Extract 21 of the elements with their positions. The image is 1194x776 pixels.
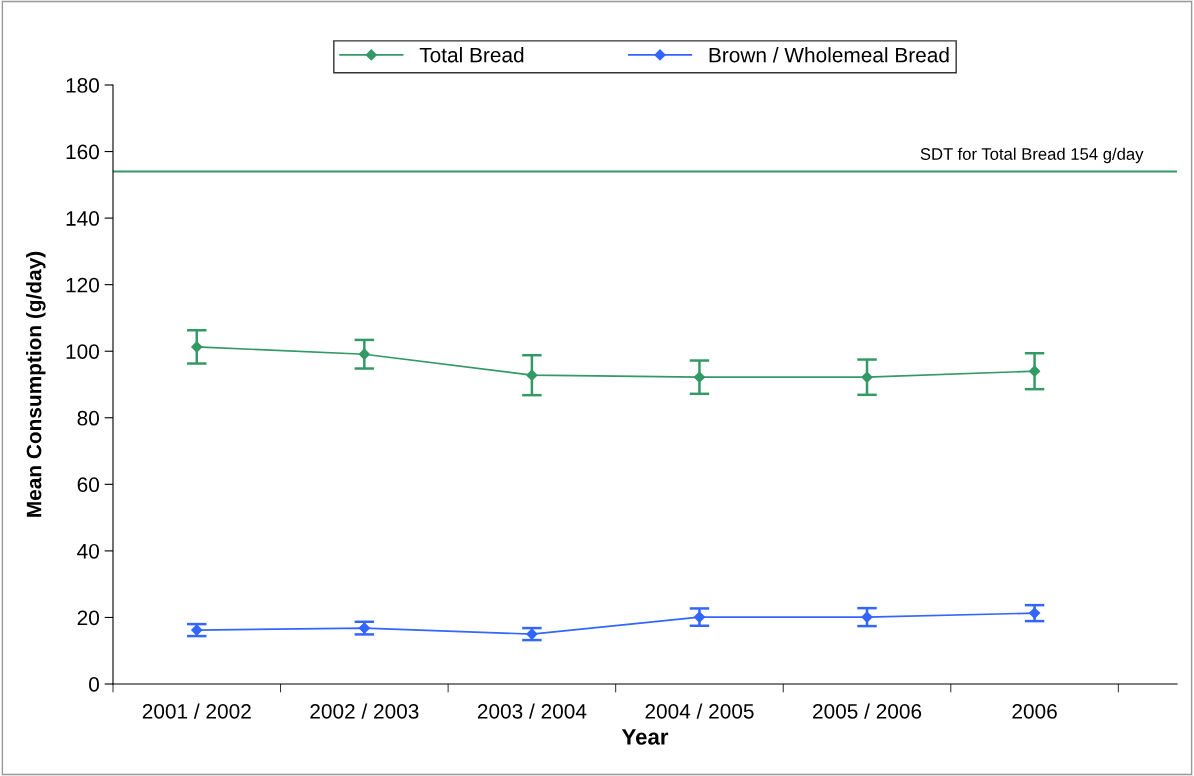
x-tick-label: 2004 / 2005: [645, 703, 754, 719]
x-tick-label: 2006: [1012, 703, 1057, 719]
y-axis-title: Mean Consumption (g/day): [26, 251, 46, 517]
y-tick-label: 180: [66, 78, 99, 93]
y-tick-label: 40: [77, 543, 99, 559]
legend-label: Brown / Wholemeal Bread: [709, 47, 949, 63]
y-tick-label: 140: [66, 211, 99, 226]
y-tick-label: 60: [77, 477, 99, 493]
y-tick-label: 0: [89, 677, 99, 692]
x-tick-label: 2001 / 2002: [142, 703, 251, 719]
ref-line-label: SDT for Total Bread 154 g/day: [920, 147, 1144, 164]
x-tick-label: 2002 / 2003: [310, 703, 419, 719]
y-tick-label: 80: [77, 410, 99, 426]
y-tick-label: 160: [66, 144, 99, 160]
x-tick-label: 2003 / 2004: [477, 703, 587, 719]
y-tick-label: 20: [77, 610, 99, 626]
x-axis-title: Year: [621, 729, 669, 745]
y-tick-label: 100: [66, 344, 99, 359]
legend-label: Total Bread: [419, 47, 524, 63]
x-tick-label: 2005 / 2006: [813, 703, 922, 719]
y-tick-label: 120: [66, 277, 99, 293]
